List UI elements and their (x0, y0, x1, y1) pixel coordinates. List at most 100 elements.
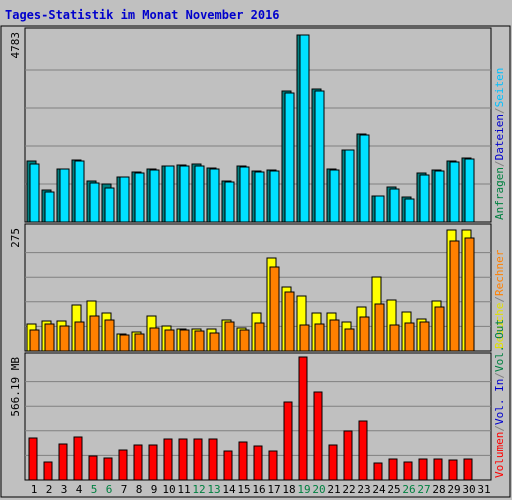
bar-top-seiten-day-15 (239, 166, 250, 223)
legend-label: Vol. Out (493, 319, 506, 372)
x-tick-label: 14 (222, 483, 236, 496)
bar-middle-rechner-day-2 (44, 323, 55, 352)
bar-top-seiten-day-1 (29, 163, 40, 223)
bar-middle-rechner-day-29 (449, 240, 460, 352)
bar-top-seiten-day-20 (314, 90, 325, 223)
bar-top-seiten-day-8 (134, 172, 145, 223)
x-tick-label: 25 (387, 483, 400, 496)
bar-middle-rechner-day-18 (284, 291, 295, 352)
x-tick-label: 8 (136, 483, 143, 496)
bar-top-seiten-day-30 (464, 158, 475, 223)
bar-bottom-volumen-day-7 (118, 449, 128, 481)
x-tick-label: 15 (237, 483, 250, 496)
bar-bottom-volumen-day-8 (133, 444, 143, 481)
bar-bottom-volumen-day-24 (373, 462, 383, 481)
x-tick-label: 1 (31, 483, 38, 496)
x-tick-label: 16 (252, 483, 265, 496)
bar-bottom-volumen-day-18 (283, 401, 293, 481)
bar-top-seiten-day-3 (59, 168, 70, 223)
bar-top-seiten-day-12 (194, 165, 205, 223)
bar-middle-rechner-day-14 (224, 321, 235, 352)
bar-bottom-volumen-day-29 (448, 459, 458, 481)
bar-bottom-volumen-day-25 (388, 458, 398, 481)
bar-top-seiten-day-6 (104, 187, 115, 223)
x-tick-label: 9 (151, 483, 158, 496)
bar-top-seiten-day-11 (179, 165, 190, 223)
x-tick-label: 2 (46, 483, 53, 496)
bar-middle-rechner-day-23 (359, 316, 370, 352)
bar-middle-rechner-day-27 (419, 321, 430, 352)
x-tick-label: 29 (447, 483, 460, 496)
bar-bottom-volumen-day-19 (298, 356, 308, 481)
bar-middle-rechner-day-30 (464, 237, 475, 352)
bar-middle-rechner-day-15 (239, 329, 250, 352)
legend-label: Vol. In (493, 379, 506, 425)
bar-middle-rechner-day-12 (194, 330, 205, 352)
x-tick-label: 24 (372, 483, 386, 496)
bar-top-seiten-day-10 (164, 165, 175, 223)
legend-label: Besuche (493, 303, 506, 349)
bar-top-seiten-day-2 (44, 191, 55, 223)
bar-middle-rechner-day-11 (179, 329, 190, 352)
bar-middle-rechner-day-17 (269, 266, 280, 352)
panel-bottom-ymax-label: 566.19 MB (9, 357, 22, 417)
bar-bottom-volumen-day-28 (433, 458, 443, 481)
legend-label: / (493, 160, 506, 167)
bar-top-seiten-day-24 (374, 195, 385, 223)
bar-bottom-volumen-day-15 (238, 441, 248, 481)
x-tick-label: 20 (312, 483, 325, 496)
panel-top-ymax-label: 4783 (9, 32, 22, 59)
bar-top-seiten-day-21 (329, 169, 340, 223)
x-tick-label: 26 (402, 483, 415, 496)
bar-middle-rechner-day-4 (74, 321, 85, 352)
bar-middle-rechner-day-21 (329, 319, 340, 352)
bar-bottom-volumen-day-23 (358, 420, 368, 481)
chart-title: Tages-Statistik im Monat November 2016 (5, 8, 280, 22)
legend-label: Seiten (493, 68, 506, 108)
x-tick-label: 7 (121, 483, 128, 496)
bar-bottom-volumen-day-30 (463, 458, 473, 481)
bar-top-seiten-day-13 (209, 168, 220, 223)
panel-middle-legend: Besuche/Rechner (493, 249, 506, 349)
bar-middle-rechner-day-16 (254, 322, 265, 352)
x-tick-label: 3 (61, 483, 68, 496)
bar-middle-rechner-day-13 (209, 332, 220, 352)
bar-top-seiten-day-26 (404, 198, 415, 223)
x-tick-label: 5 (91, 483, 98, 496)
legend-label: / (493, 372, 506, 379)
bar-top-seiten-day-18 (284, 92, 295, 223)
bar-bottom-volumen-day-6 (103, 457, 113, 481)
bar-top-seiten-day-9 (149, 169, 160, 223)
bar-bottom-volumen-day-9 (148, 444, 158, 481)
bar-middle-rechner-day-9 (149, 327, 160, 352)
x-tick-label: 22 (342, 483, 355, 496)
bar-middle-rechner-day-1 (29, 329, 40, 352)
bar-top-seiten-day-25 (389, 188, 400, 223)
bar-middle-rechner-day-24 (374, 303, 385, 352)
bar-bottom-volumen-day-26 (403, 461, 413, 481)
bar-middle-rechner-day-25 (389, 324, 400, 352)
bar-bottom-volumen-day-1 (28, 437, 38, 481)
bar-middle-rechner-day-28 (434, 306, 445, 352)
bar-bottom-volumen-day-27 (418, 458, 428, 481)
bar-middle-rechner-day-20 (314, 323, 325, 352)
bar-bottom-volumen-day-13 (208, 438, 218, 481)
x-tick-label: 12 (192, 483, 205, 496)
bar-bottom-volumen-day-3 (58, 443, 68, 481)
x-tick-label: 19 (297, 483, 310, 496)
bar-top-seiten-day-22 (344, 149, 355, 223)
legend-label: / (493, 107, 506, 114)
bar-top-seiten-day-19 (299, 34, 310, 223)
bar-middle-rechner-day-8 (134, 333, 145, 352)
bar-bottom-volumen-day-17 (268, 450, 278, 481)
x-tick-label: 11 (177, 483, 190, 496)
bar-middle-rechner-day-6 (104, 319, 115, 352)
legend-label: / (493, 296, 506, 303)
bar-middle-rechner-day-5 (89, 315, 100, 352)
bar-middle-rechner-day-3 (59, 325, 70, 352)
bar-bottom-volumen-day-11 (178, 438, 188, 481)
bar-bottom-volumen-day-16 (253, 445, 263, 481)
bar-middle-rechner-day-7 (119, 334, 130, 352)
panel-top-legend: Anfragen/Dateien/Seiten (493, 68, 506, 220)
